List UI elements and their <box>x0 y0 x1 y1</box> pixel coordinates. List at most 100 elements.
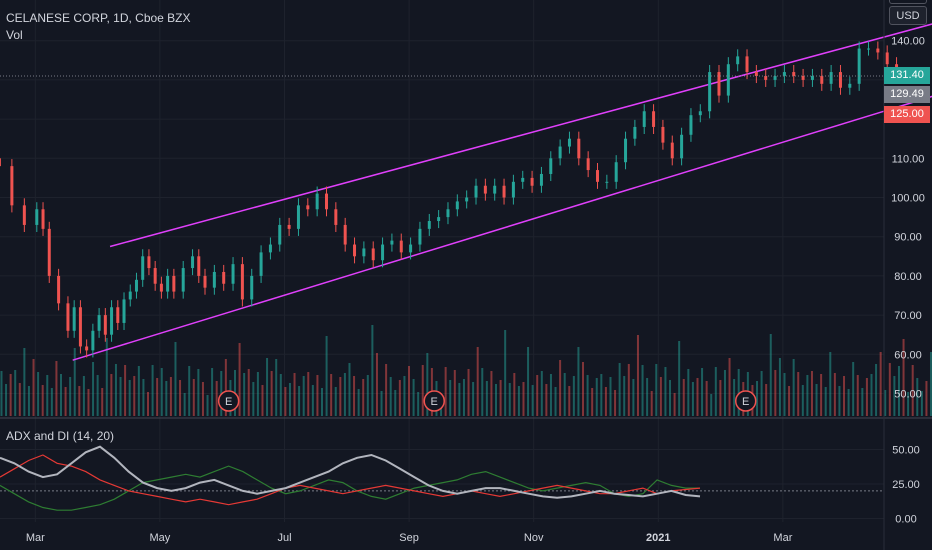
volume-bar <box>321 388 324 416</box>
volume-bar <box>298 386 301 416</box>
volume-bar <box>531 385 534 416</box>
volume-bar <box>517 386 520 416</box>
volume-bar <box>641 365 644 416</box>
axis-mode-button[interactable] <box>889 0 927 4</box>
candle-body <box>122 299 126 323</box>
volume-bar <box>330 374 333 416</box>
volume-bar <box>9 374 12 416</box>
volume-bar <box>261 385 264 416</box>
time-tick-label: Sep <box>399 532 419 544</box>
candle-body <box>829 72 833 84</box>
volume-bar <box>897 366 900 416</box>
price-tick-label: 80.00 <box>894 271 922 283</box>
candle-body <box>698 111 702 116</box>
candle-body <box>166 275 170 292</box>
price-tick-label: 50.00 <box>894 389 922 401</box>
stop-loss-tag: 125.00 <box>884 106 930 123</box>
volume-bar <box>600 374 603 416</box>
candle-body <box>353 244 357 257</box>
volume-bar <box>545 384 548 416</box>
volume-bar <box>403 376 406 416</box>
volume-bar <box>609 377 612 416</box>
volume-bar <box>719 380 722 416</box>
time-tick-label: Mar <box>773 532 792 544</box>
volume-bar <box>810 371 813 416</box>
candle-body <box>66 303 70 331</box>
volume-bar <box>458 383 461 416</box>
candle-body <box>278 224 282 245</box>
indicator-tick-label: 25.00 <box>892 479 920 491</box>
volume-bar <box>316 375 319 416</box>
candle-body <box>530 177 534 186</box>
earnings-event-label: E <box>431 396 438 408</box>
volume-bar <box>311 385 314 416</box>
candle-body <box>708 72 712 112</box>
volume-bar <box>527 347 530 416</box>
candle-body <box>103 315 107 335</box>
volume-bar <box>769 334 772 416</box>
volume-legend: Vol <box>6 28 23 42</box>
volume-bar <box>156 378 159 416</box>
candle-body <box>726 64 730 96</box>
candle-body <box>259 252 263 276</box>
candle-body <box>539 173 543 186</box>
candle-body <box>801 75 805 80</box>
volume-bar <box>275 359 278 416</box>
volume-bar <box>87 389 90 416</box>
candle-body <box>110 307 114 335</box>
candle-body <box>857 48 861 84</box>
candle-body <box>502 185 506 198</box>
volume-bar <box>339 377 342 416</box>
volume-bar <box>467 369 470 416</box>
candle-body <box>848 83 852 88</box>
candle-body <box>792 72 796 76</box>
indicator-axis[interactable]: 0.00 25.00 50.00 <box>892 445 920 526</box>
currency-button[interactable]: USD <box>889 6 927 25</box>
candle-body <box>736 56 740 65</box>
volume-bar <box>110 374 113 416</box>
volume-bar <box>211 368 214 416</box>
volume-bar <box>522 382 525 416</box>
volume-bar <box>664 367 667 416</box>
volume-bar <box>18 383 21 416</box>
volume-bar <box>462 379 465 416</box>
candle-body <box>717 72 721 96</box>
volume-bar <box>179 380 182 416</box>
time-axis[interactable]: Mar May Jul Sep Nov 2021 Mar <box>26 532 793 544</box>
candle-body <box>782 72 786 76</box>
candle-body <box>47 228 51 276</box>
candle-body <box>642 111 646 127</box>
candle-body <box>764 75 768 80</box>
volume-bar <box>847 389 850 416</box>
channel-upper-line <box>109 23 932 248</box>
volume-bar <box>27 386 30 416</box>
volume-bar <box>760 371 763 416</box>
earnings-event-marker[interactable] <box>217 390 240 412</box>
volume-bar <box>618 363 621 416</box>
candle-body <box>624 138 628 163</box>
candle-body <box>41 209 45 229</box>
volume-bar <box>591 388 594 416</box>
volume-bar <box>183 393 186 416</box>
candle-body <box>596 170 599 182</box>
volume-bar <box>394 390 397 416</box>
volume-bar <box>408 366 411 416</box>
volume-bar <box>453 370 456 416</box>
earnings-event-marker[interactable] <box>423 390 445 412</box>
volume-bar <box>778 358 781 416</box>
candle-body <box>134 279 138 292</box>
candle-body <box>773 75 777 80</box>
volume-bar <box>147 392 150 416</box>
volume-bar <box>252 382 255 416</box>
volume-bar <box>270 371 273 416</box>
volume-bar <box>247 369 250 416</box>
volume-bar <box>334 387 337 416</box>
earnings-events[interactable]: DEEEE <box>0 390 932 412</box>
candle-body <box>493 185 497 194</box>
candle-body <box>577 138 581 159</box>
volume-bar <box>687 369 690 416</box>
earnings-event-marker[interactable] <box>734 390 757 412</box>
volume-bar <box>920 391 923 416</box>
candle-body <box>652 111 656 127</box>
